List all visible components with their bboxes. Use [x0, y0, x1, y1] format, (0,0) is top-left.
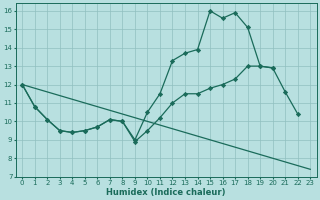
X-axis label: Humidex (Indice chaleur): Humidex (Indice chaleur) — [107, 188, 226, 197]
